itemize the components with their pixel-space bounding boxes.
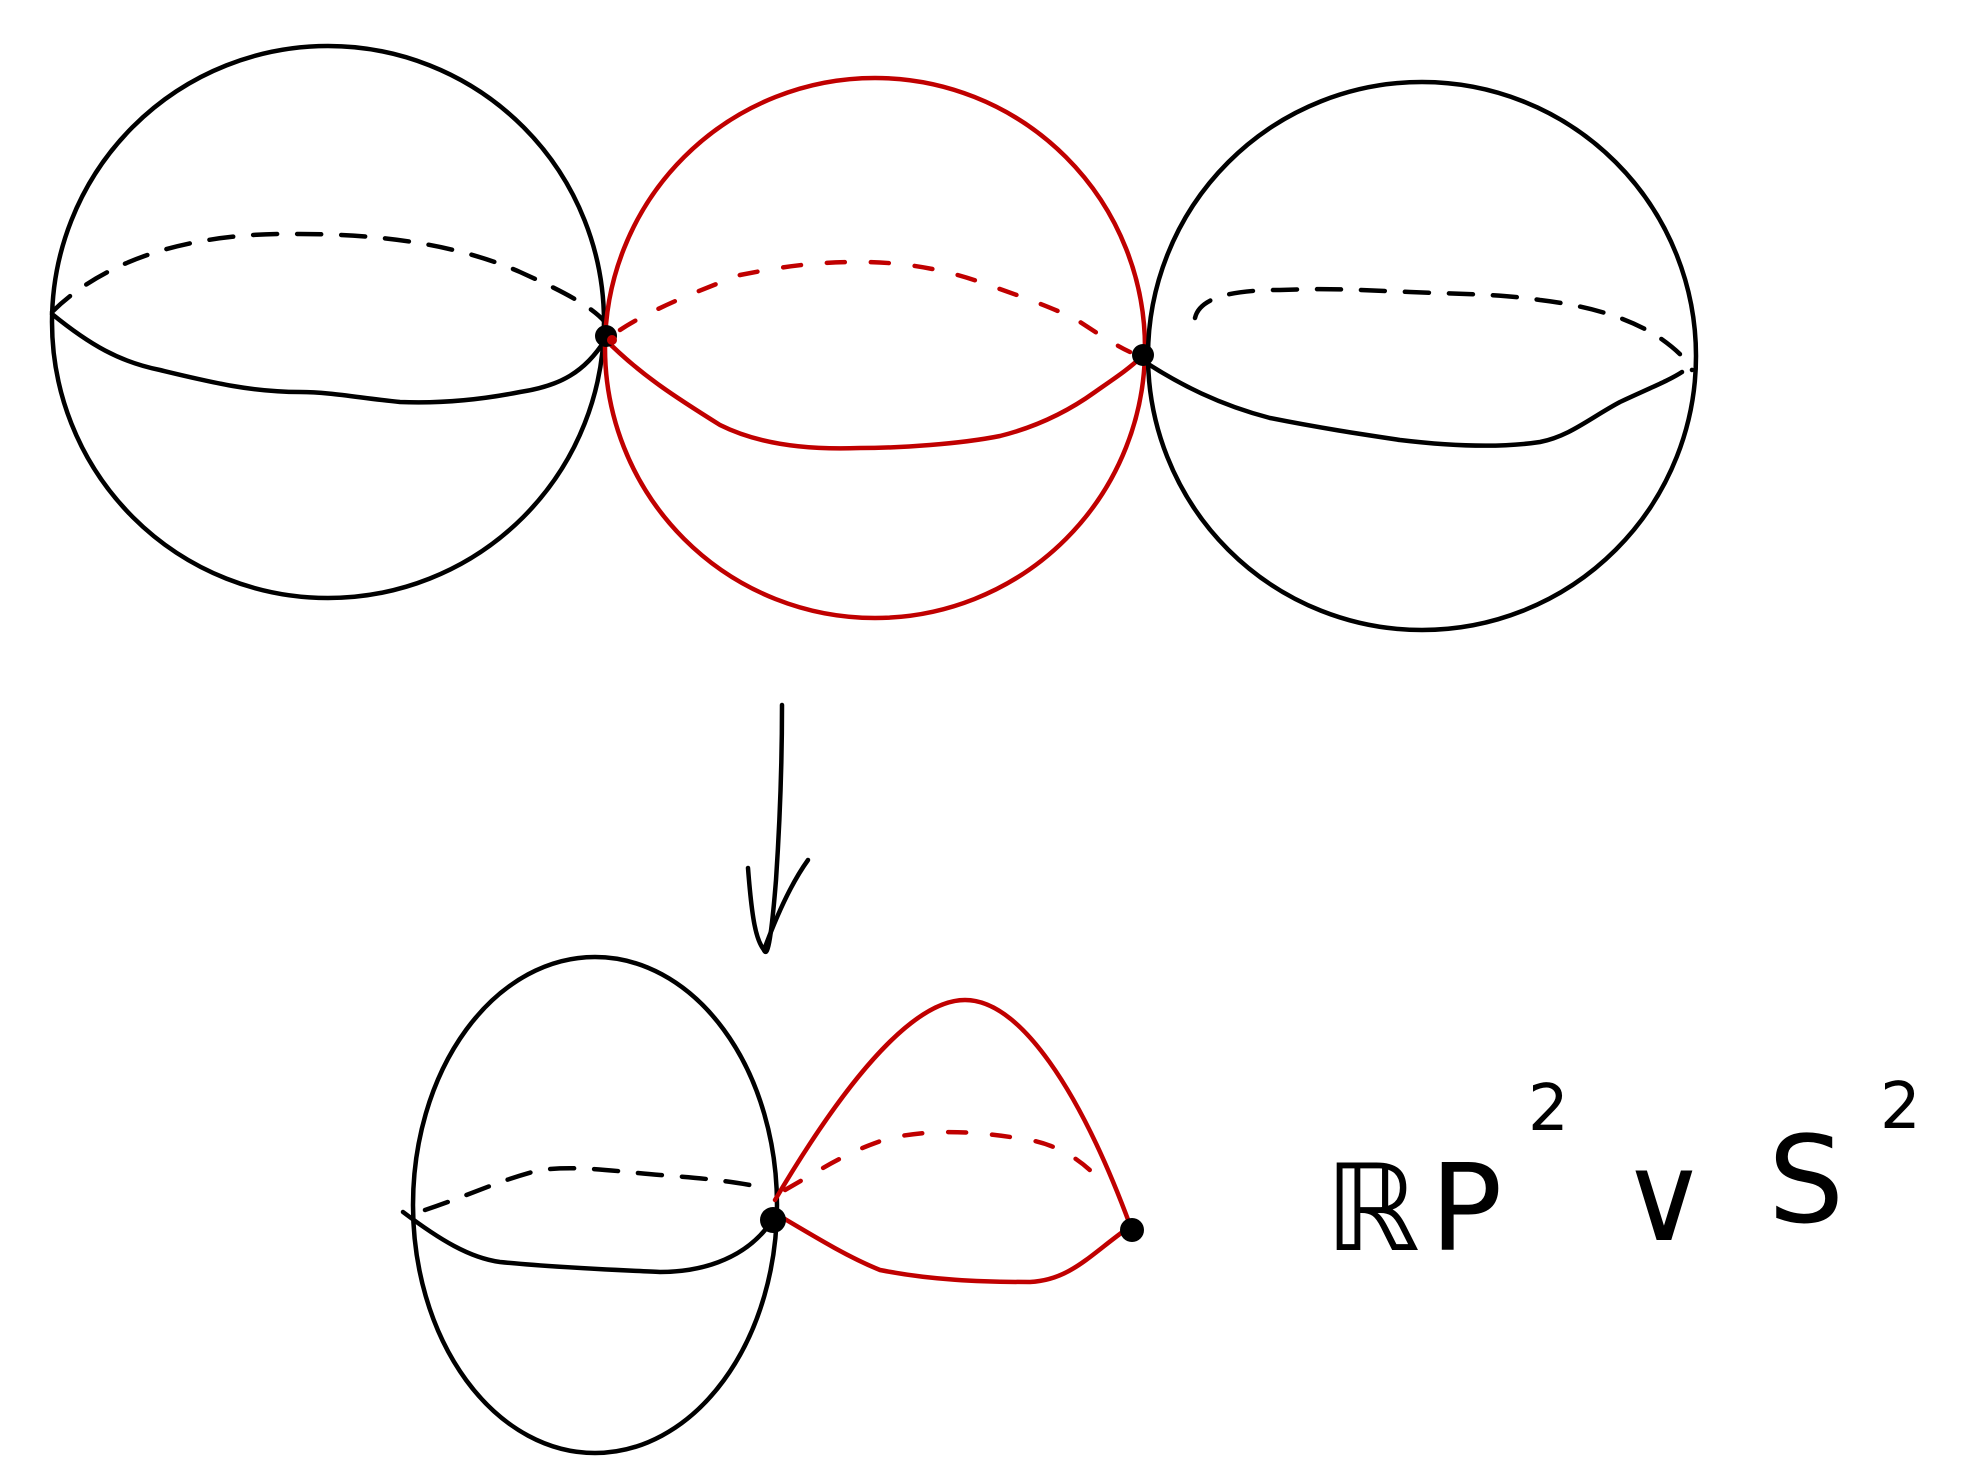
left-sphere-equator-front — [49, 311, 608, 405]
quotient-picture — [400, 954, 1144, 1456]
right-sphere-equator-front — [1139, 357, 1685, 448]
middle-sphere — [601, 75, 1148, 621]
middle-sphere-outline — [602, 75, 1148, 621]
bottom-wedge-point — [760, 1207, 786, 1233]
right-sphere-equator-back — [1192, 286, 1695, 373]
red-lens-top — [772, 997, 1133, 1228]
left-sphere-outline — [49, 43, 607, 601]
red-lens-back — [782, 1129, 1098, 1193]
formula: ℝP 2 ∨ S 2 — [1325, 1070, 1921, 1279]
formula-wedge: ∨ — [1620, 1130, 1718, 1269]
formula-exp-2: 2 — [1880, 1070, 1921, 1144]
right-sphere — [1139, 79, 1699, 633]
middle-sphere-equator-front — [601, 335, 1143, 451]
sphere-chain — [49, 43, 1699, 633]
middle-sphere-equator-back — [617, 259, 1133, 355]
right-sphere-outline — [1145, 79, 1699, 633]
bottom-sphere-equator-front — [400, 1209, 768, 1275]
down-arrow-icon — [745, 702, 811, 955]
formula-base-2: S — [1768, 1112, 1854, 1251]
left-sphere — [49, 43, 608, 601]
arrow-head — [745, 857, 811, 953]
bottom-sphere-outline — [410, 954, 780, 1456]
right-wedge-point — [1132, 344, 1154, 366]
left-wedge-point-red-tint — [607, 335, 617, 345]
left-sphere-equator-back — [49, 231, 608, 325]
arrow-shaft — [761, 702, 785, 955]
bottom-sphere-equator-back — [422, 1166, 753, 1213]
formula-base-1: ℝP — [1325, 1140, 1512, 1279]
red-lens-front — [775, 1212, 1131, 1285]
bottom-pinch-point — [1120, 1218, 1144, 1242]
formula-exp-1: 2 — [1528, 1072, 1569, 1146]
